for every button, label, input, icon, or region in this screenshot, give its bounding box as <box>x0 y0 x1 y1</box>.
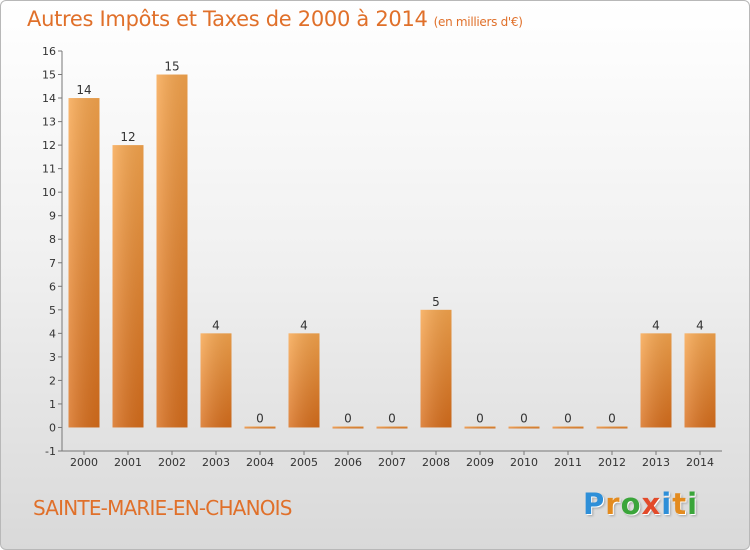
bar-shade <box>112 145 144 428</box>
bar-value-label: 0 <box>344 411 352 425</box>
x-tick-label: 2009 <box>466 456 494 469</box>
x-tick-label: 2014 <box>686 456 714 469</box>
bar-value-label: 0 <box>256 411 264 425</box>
bar-value-label: 4 <box>300 318 308 332</box>
y-tick-label: 8 <box>49 233 56 246</box>
y-tick-label: 3 <box>49 351 56 364</box>
bar-shade <box>596 426 628 429</box>
x-tick-label: 2013 <box>642 456 670 469</box>
logo-letter: r <box>605 487 621 521</box>
logo-letter: x <box>641 487 662 521</box>
logo-letter: i <box>661 487 673 521</box>
x-tick-label: 2002 <box>158 456 186 469</box>
logo-letter: P <box>583 487 606 521</box>
x-tick-label: 2007 <box>378 456 406 469</box>
x-tick-label: 2006 <box>334 456 362 469</box>
bar-value-label: 0 <box>564 411 572 425</box>
logo-letter: t <box>672 487 688 521</box>
y-tick-label: 5 <box>49 304 56 317</box>
bar-shade <box>200 333 232 428</box>
bar-shade <box>68 98 100 428</box>
bar-value-label: 0 <box>608 411 616 425</box>
bar-value-label: 4 <box>652 318 660 332</box>
y-tick-label: 13 <box>42 116 56 129</box>
x-tick-label: 2004 <box>246 456 274 469</box>
logo-letter: i <box>687 487 699 521</box>
bar-shade <box>332 426 364 429</box>
bar-value-label: 12 <box>120 130 135 144</box>
y-tick-label: 14 <box>42 92 56 105</box>
bar-value-label: 0 <box>520 411 528 425</box>
y-tick-label: 0 <box>49 421 56 434</box>
bar-value-label: 0 <box>476 411 484 425</box>
y-tick-label: 6 <box>49 280 56 293</box>
y-tick-label: 7 <box>49 257 56 270</box>
x-tick-label: 2000 <box>70 456 98 469</box>
bar-value-label: 15 <box>164 60 179 74</box>
bar-value-label: 4 <box>696 318 704 332</box>
bar-value-label: 14 <box>76 83 91 97</box>
x-tick-label: 2003 <box>202 456 230 469</box>
bar-value-label: 0 <box>388 411 396 425</box>
bar-shade <box>640 333 672 428</box>
x-tick-label: 2001 <box>114 456 142 469</box>
bar-shade <box>552 426 584 429</box>
y-tick-label: 11 <box>42 163 56 176</box>
y-tick-label: 9 <box>49 210 56 223</box>
y-tick-label: 2 <box>49 374 56 387</box>
y-tick-label: 12 <box>42 139 56 152</box>
chart-title: Autres Impôts et Taxes de 2000 à 2014 (en… <box>27 7 523 31</box>
y-tick-label: 1 <box>49 398 56 411</box>
x-tick-label: 2012 <box>598 456 626 469</box>
bar-value-label: 4 <box>212 318 220 332</box>
y-tick-label: 16 <box>42 45 56 58</box>
x-tick-label: 2005 <box>290 456 318 469</box>
y-tick-label: -1 <box>45 445 56 458</box>
bar-shade <box>684 333 716 428</box>
unit-text: (en milliers d'€) <box>433 15 523 29</box>
bar-shade <box>156 74 188 428</box>
y-tick-label: 4 <box>49 327 56 340</box>
x-tick-label: 2011 <box>554 456 582 469</box>
title-text: Autres Impôts et Taxes de 2000 à 2014 <box>27 7 428 31</box>
bar-value-label: 5 <box>432 295 440 309</box>
logo-letter: o <box>620 487 642 521</box>
data-labels: 14 12 15 4 0 4 0 0 5 0 0 0 0 4 4 <box>76 60 703 426</box>
y-tick-label: 15 <box>42 69 56 82</box>
bars <box>68 74 716 429</box>
bar-shade <box>464 426 496 429</box>
x-tick-label: 2008 <box>422 456 450 469</box>
bar-shade <box>420 309 452 428</box>
bar-shade <box>376 426 408 429</box>
bar-shade <box>508 426 540 429</box>
bar-shade <box>288 333 320 428</box>
bar-shade <box>244 426 276 429</box>
y-tick-label: 10 <box>42 186 56 199</box>
x-tick-label: 2010 <box>510 456 538 469</box>
place-name: SAINTE-MARIE-EN-CHANOIS <box>33 496 292 520</box>
proxiti-logo: Proxiti <box>583 487 698 521</box>
